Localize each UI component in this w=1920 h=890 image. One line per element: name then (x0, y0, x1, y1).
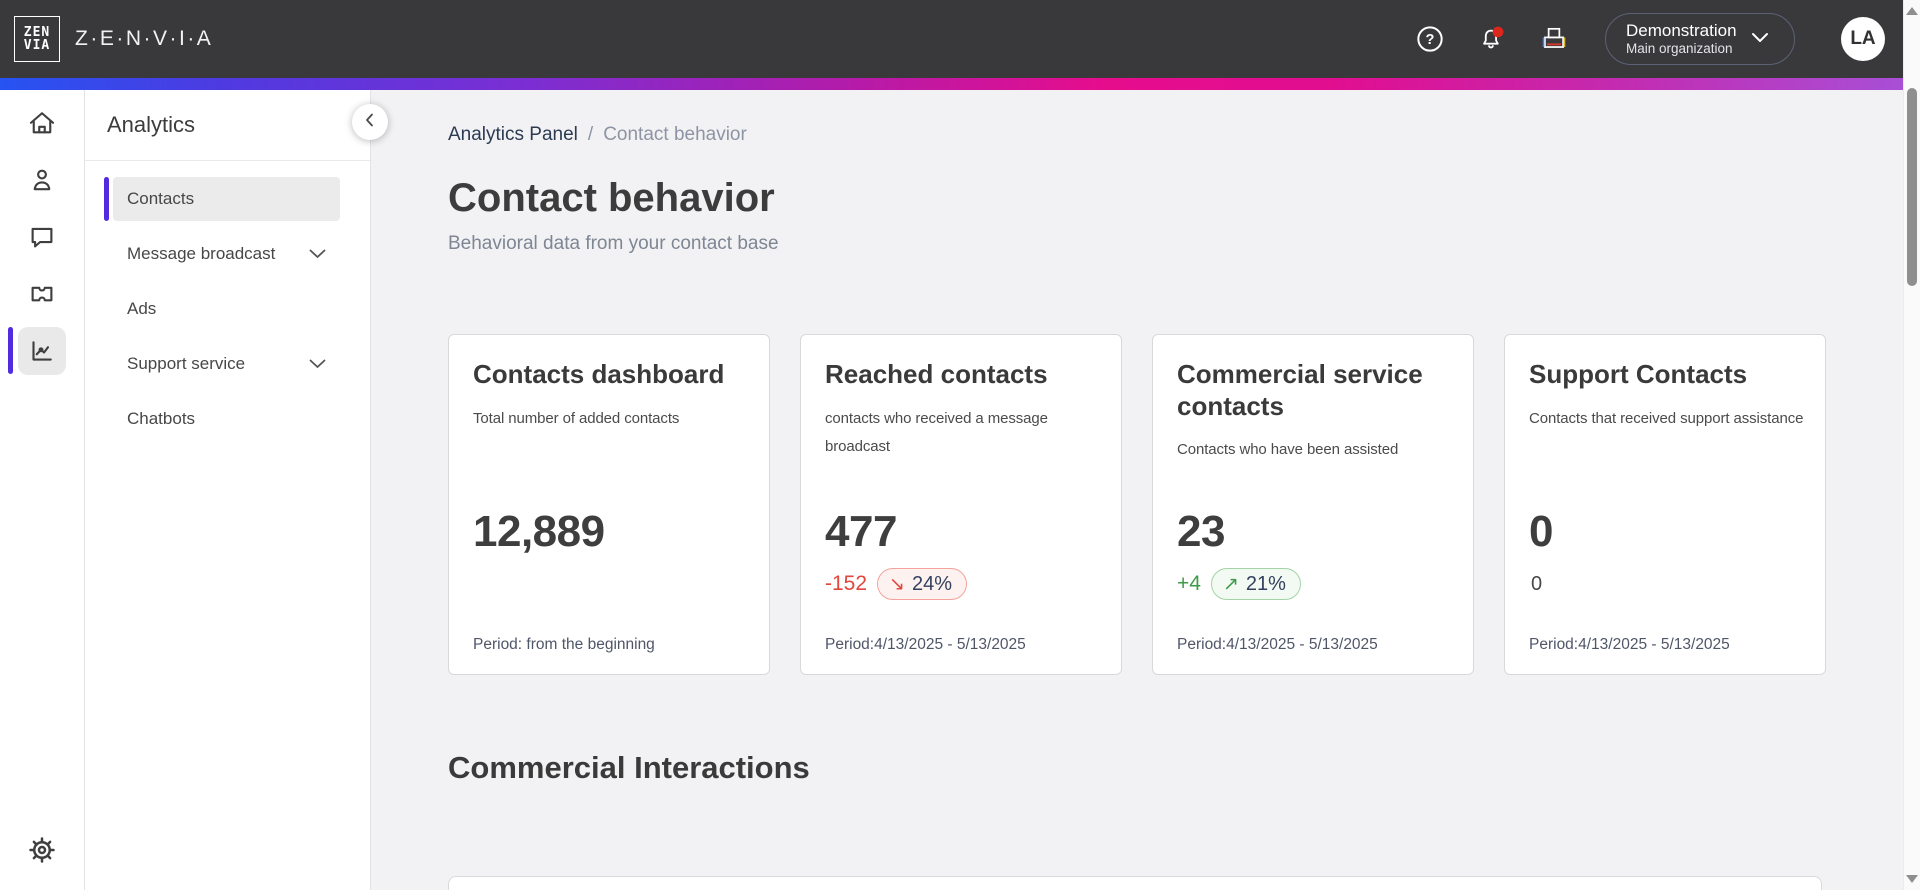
sidebar-item-label: Chatbots (127, 409, 196, 428)
rail-item-analytics[interactable] (0, 322, 85, 379)
notification-badge-dot (1492, 26, 1504, 38)
card-description: contacts who received a message broadcas… (825, 409, 1048, 456)
sidebar-item-label: Support service (127, 354, 246, 373)
section-title-commercial-interactions: Commercial Interactions (448, 750, 810, 785)
card-title: Contacts dashboard (473, 359, 725, 389)
page-title: Contact behavior (448, 176, 775, 220)
print-apps-icon[interactable] (1539, 24, 1569, 54)
breadcrumb: Analytics Panel / Contact behavior (448, 124, 1903, 146)
scrollbar-up-arrow[interactable] (1906, 7, 1918, 15)
brand-gradient-bar (0, 78, 1903, 90)
page-scrollbar[interactable] (1903, 0, 1920, 890)
page-subtitle: Behavioral data from your contact base (448, 233, 779, 254)
organization-subtitle: Main organization (1626, 41, 1733, 57)
sidebar-item-message-broadcast[interactable]: Message broadcast (113, 232, 340, 276)
line-chart-icon (18, 326, 66, 375)
zenvia-brand[interactable]: ZEN VIA Z·E·N·V·I·A (14, 16, 213, 62)
sidebar-item-ads[interactable]: Ads (113, 287, 340, 331)
chevron-down-icon (1751, 30, 1769, 48)
organization-selector[interactable]: Demonstration Main organization (1605, 13, 1795, 65)
card-value: 23 (1177, 507, 1225, 556)
breadcrumb-analytics-panel[interactable]: Analytics Panel (448, 124, 578, 145)
rail-item-contacts[interactable] (0, 151, 85, 208)
card-period: Period: from the beginning (473, 636, 655, 653)
avatar-initials: LA (1850, 28, 1876, 49)
rail-item-tickets[interactable] (0, 265, 85, 322)
scrollbar-thumb[interactable] (1907, 88, 1917, 286)
card-delta: -152 ↘ 24% (825, 568, 967, 600)
icon-rail (0, 90, 85, 890)
card-period: Period:4/13/2025 - 5/13/2025 (1177, 636, 1378, 653)
zenvia-wordmark: Z·E·N·V·I·A (75, 27, 214, 50)
delta-percent: 21% (1245, 572, 1286, 595)
user-avatar[interactable]: LA (1841, 17, 1885, 61)
trend-badge-up: ↗ 21% (1210, 568, 1301, 600)
gear-icon (18, 826, 66, 874)
sidebar-divider (85, 160, 370, 161)
sidebar-item-label: Contacts (127, 189, 195, 208)
sidebar-item-support-service[interactable]: Support service (113, 342, 340, 386)
delta-percent: 24% (911, 572, 952, 595)
sidebar-nav: Contacts Message broadcast Ads Support s… (85, 161, 370, 441)
chevron-down-icon (309, 249, 326, 259)
organization-text: Demonstration Main organization (1626, 20, 1737, 58)
zenvia-logo-icon: ZEN VIA (14, 16, 60, 62)
sidebar-item-label: Message broadcast (127, 244, 276, 263)
help-icon[interactable]: ? (1415, 24, 1445, 54)
trend-up-icon: ↗ (1222, 573, 1239, 595)
card-support-contacts: Support Contacts Contacts that received … (1504, 334, 1826, 675)
card-value: 477 (825, 507, 897, 556)
card-description: Total number of added contacts (473, 409, 680, 427)
sidebar-title: Analytics (107, 112, 196, 137)
card-description: Contacts who have been assisted (1177, 441, 1399, 459)
sidebar-item-label: Ads (127, 299, 157, 318)
delta-value: -152 (825, 572, 868, 595)
breadcrumb-current: Contact behavior (603, 124, 747, 145)
breadcrumb-separator: / (587, 124, 594, 145)
card-period: Period:4/13/2025 - 5/13/2025 (1529, 636, 1730, 653)
chat-bubble-icon (18, 213, 66, 261)
notifications-bell-icon[interactable] (1477, 24, 1507, 54)
topbar: ZEN VIA Z·E·N·V·I·A ? (0, 0, 1903, 78)
kpi-cards-row: Contacts dashboard Total number of added… (448, 334, 1903, 675)
chevron-left-icon (363, 112, 377, 133)
card-reached-contacts: Reached contacts contacts who received a… (800, 334, 1122, 675)
card-value: 12,889 (473, 507, 605, 556)
card-title: Commercial service contacts (1177, 359, 1423, 421)
home-icon (18, 99, 66, 147)
svg-text:?: ? (1426, 32, 1435, 48)
logo-top-text: ZEN (23, 25, 51, 40)
trend-badge-down: ↘ 24% (877, 568, 967, 600)
delta-value: 0 (1531, 573, 1543, 595)
person-icon (18, 156, 66, 204)
card-delta: +4 ↗ 21% (1177, 568, 1301, 600)
trend-down-icon: ↘ (889, 573, 905, 595)
card-period: Period:4/13/2025 - 5/13/2025 (825, 636, 1026, 653)
card-commercial-service-contacts: Commercial service contacts Contacts who… (1152, 334, 1474, 675)
analytics-sidebar: Analytics Contacts Message broadcast Ads… (85, 90, 371, 890)
delta-value: +4 (1177, 572, 1201, 595)
scrollbar-down-arrow[interactable] (1906, 875, 1918, 883)
main-content: Analytics Panel / Contact behavior Conta… (371, 90, 1903, 890)
sidebar-item-contacts[interactable]: Contacts (104, 177, 340, 221)
card-title: Reached contacts (825, 359, 1048, 389)
card-title: Support Contacts (1529, 359, 1748, 389)
rail-item-home[interactable] (0, 94, 85, 151)
rail-item-conversations[interactable] (0, 208, 85, 265)
chevron-down-icon (309, 359, 326, 369)
organization-name: Demonstration (1626, 20, 1737, 40)
sidebar-collapse-button[interactable] (352, 104, 388, 140)
rail-item-settings[interactable] (0, 821, 85, 878)
logo-bottom-text: VIA (23, 38, 51, 53)
card-contacts-dashboard: Contacts dashboard Total number of added… (448, 334, 770, 675)
card-value: 0 (1529, 507, 1553, 556)
ticket-icon (18, 270, 66, 318)
commercial-interactions-panel (448, 876, 1822, 890)
sidebar-item-chatbots[interactable]: Chatbots (113, 397, 340, 441)
card-description: Contacts that received support assistanc… (1529, 409, 1804, 427)
topbar-actions: ? Demonstration Main organization (1383, 13, 1885, 65)
